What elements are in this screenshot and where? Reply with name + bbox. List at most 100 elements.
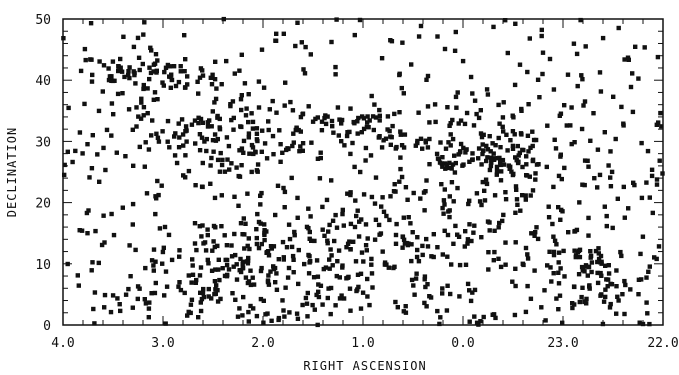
data-point bbox=[492, 250, 496, 254]
data-point bbox=[341, 208, 345, 212]
data-point bbox=[102, 305, 106, 309]
data-point bbox=[231, 99, 235, 103]
data-point bbox=[196, 91, 200, 95]
data-point bbox=[326, 229, 330, 233]
data-point bbox=[193, 221, 197, 225]
data-point bbox=[225, 258, 229, 262]
data-point bbox=[242, 139, 246, 143]
data-point bbox=[415, 248, 419, 252]
data-point bbox=[251, 276, 255, 280]
data-point bbox=[195, 80, 199, 84]
data-point bbox=[350, 141, 354, 145]
data-point bbox=[225, 157, 229, 161]
data-point bbox=[213, 77, 217, 81]
data-point bbox=[274, 271, 278, 275]
data-point bbox=[283, 286, 287, 290]
data-point bbox=[250, 170, 254, 174]
data-point bbox=[501, 213, 505, 217]
data-point bbox=[218, 297, 222, 301]
data-point bbox=[147, 306, 151, 310]
data-point bbox=[305, 225, 309, 229]
data-point bbox=[190, 257, 194, 261]
data-point bbox=[262, 238, 266, 242]
data-point bbox=[293, 233, 297, 237]
data-point bbox=[560, 177, 564, 181]
data-point bbox=[134, 124, 138, 128]
data-point bbox=[325, 198, 329, 202]
data-point bbox=[266, 278, 270, 282]
data-point bbox=[623, 216, 627, 220]
data-point bbox=[401, 235, 405, 239]
data-point bbox=[641, 235, 645, 239]
data-point bbox=[608, 149, 612, 153]
data-point bbox=[528, 36, 532, 40]
data-point bbox=[239, 221, 243, 225]
data-point bbox=[402, 309, 406, 313]
data-point bbox=[370, 271, 374, 275]
data-point bbox=[467, 199, 471, 203]
data-point bbox=[356, 209, 360, 213]
data-point bbox=[348, 309, 352, 313]
data-point bbox=[366, 125, 370, 129]
data-point bbox=[97, 59, 101, 63]
data-point bbox=[144, 140, 148, 144]
data-point bbox=[240, 93, 244, 97]
data-point bbox=[386, 114, 390, 118]
data-point bbox=[495, 169, 499, 173]
data-point bbox=[354, 214, 358, 218]
data-point bbox=[513, 83, 517, 87]
data-point bbox=[233, 71, 237, 75]
data-point bbox=[199, 309, 203, 313]
data-point bbox=[269, 244, 273, 248]
data-point bbox=[164, 269, 168, 273]
data-point bbox=[477, 116, 481, 120]
data-point bbox=[212, 100, 216, 104]
data-point bbox=[89, 21, 93, 25]
data-point bbox=[193, 183, 197, 187]
data-point bbox=[154, 52, 158, 56]
data-point bbox=[577, 249, 581, 253]
data-point bbox=[361, 291, 365, 295]
data-point bbox=[432, 232, 436, 236]
data-point bbox=[118, 57, 122, 61]
data-point bbox=[183, 57, 187, 61]
data-point bbox=[329, 178, 333, 182]
data-point bbox=[354, 259, 358, 263]
data-point bbox=[513, 155, 517, 159]
data-point bbox=[302, 262, 306, 266]
data-point bbox=[90, 166, 94, 170]
data-point bbox=[425, 282, 429, 286]
data-point bbox=[627, 58, 631, 62]
data-point bbox=[326, 286, 330, 290]
data-point bbox=[325, 239, 329, 243]
data-point bbox=[227, 167, 231, 171]
data-point bbox=[345, 134, 349, 138]
data-point bbox=[154, 281, 158, 285]
data-point bbox=[116, 69, 120, 73]
data-point bbox=[346, 242, 350, 246]
data-point bbox=[454, 30, 458, 34]
data-point bbox=[477, 146, 481, 150]
data-point bbox=[435, 245, 439, 249]
data-point bbox=[607, 271, 611, 275]
data-point bbox=[230, 291, 234, 295]
data-point bbox=[605, 214, 609, 218]
data-point bbox=[622, 57, 626, 61]
data-point bbox=[448, 194, 452, 198]
data-point bbox=[639, 141, 643, 145]
data-point bbox=[427, 120, 431, 124]
data-point bbox=[141, 32, 145, 36]
data-point bbox=[364, 146, 368, 150]
data-point bbox=[198, 148, 202, 152]
data-point bbox=[257, 220, 261, 224]
data-point bbox=[515, 197, 519, 201]
data-point bbox=[337, 248, 341, 252]
data-point bbox=[618, 250, 622, 254]
data-point bbox=[610, 282, 614, 286]
data-point bbox=[331, 131, 335, 135]
data-point bbox=[307, 104, 311, 108]
data-point bbox=[213, 279, 217, 283]
data-point bbox=[496, 103, 500, 107]
data-point bbox=[363, 158, 367, 162]
data-point bbox=[320, 302, 324, 306]
